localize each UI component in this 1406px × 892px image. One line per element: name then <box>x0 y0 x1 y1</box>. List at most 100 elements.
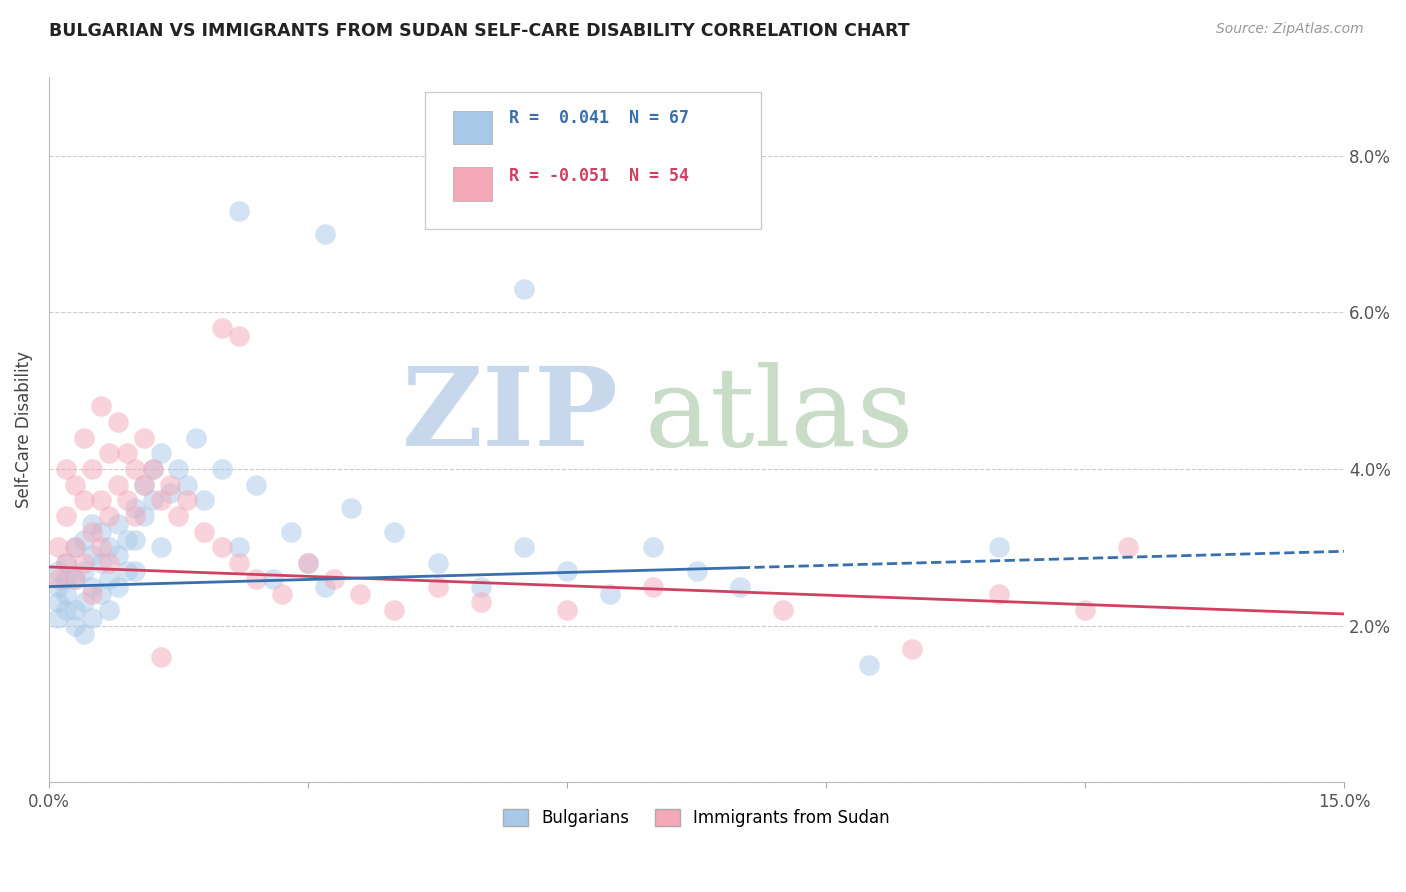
Point <box>115 564 138 578</box>
Point <box>426 580 449 594</box>
FancyBboxPatch shape <box>425 92 761 229</box>
Point <box>82 580 104 594</box>
Point <box>1074 603 1097 617</box>
Point <box>46 572 69 586</box>
Point <box>987 541 1010 555</box>
Point <box>63 603 86 617</box>
Point <box>124 501 146 516</box>
Point <box>228 541 250 555</box>
Point <box>132 477 155 491</box>
Point <box>470 595 492 609</box>
Point <box>142 462 165 476</box>
Point <box>643 541 665 555</box>
Point <box>46 580 69 594</box>
Point <box>772 603 794 617</box>
Point <box>98 556 121 570</box>
Point <box>115 533 138 547</box>
Point <box>211 462 233 476</box>
Point <box>55 556 77 570</box>
Point <box>426 556 449 570</box>
Point <box>132 509 155 524</box>
Point <box>297 556 319 570</box>
Point <box>150 446 173 460</box>
Point <box>55 462 77 476</box>
Point <box>167 462 190 476</box>
Point <box>63 541 86 555</box>
Point <box>685 564 707 578</box>
Point <box>228 203 250 218</box>
Text: R =  0.041  N = 67: R = 0.041 N = 67 <box>509 110 689 128</box>
Point <box>63 541 86 555</box>
Point <box>150 493 173 508</box>
Point <box>513 282 536 296</box>
Point <box>314 580 336 594</box>
Point <box>98 603 121 617</box>
Point <box>132 431 155 445</box>
Point <box>599 587 621 601</box>
Point <box>55 603 77 617</box>
Point <box>90 524 112 539</box>
Point <box>142 493 165 508</box>
Point <box>124 462 146 476</box>
Point <box>72 564 94 578</box>
Point <box>90 556 112 570</box>
Point <box>72 533 94 547</box>
Point <box>555 564 578 578</box>
Point <box>314 227 336 241</box>
Point <box>184 431 207 445</box>
Point <box>107 516 129 531</box>
Point <box>90 587 112 601</box>
Point <box>211 321 233 335</box>
Point <box>90 400 112 414</box>
Bar <box>453 167 492 201</box>
Point <box>98 446 121 460</box>
Point <box>90 493 112 508</box>
Point <box>901 642 924 657</box>
Point <box>513 541 536 555</box>
Point <box>280 524 302 539</box>
Point <box>98 541 121 555</box>
Point <box>107 548 129 562</box>
Point <box>211 541 233 555</box>
Point <box>82 516 104 531</box>
Point <box>82 462 104 476</box>
Point <box>98 509 121 524</box>
Point <box>643 580 665 594</box>
Bar <box>453 111 492 145</box>
Point <box>55 556 77 570</box>
Point <box>63 572 86 586</box>
Point <box>193 524 215 539</box>
Point <box>322 572 344 586</box>
Point <box>728 580 751 594</box>
Point <box>55 509 77 524</box>
Point <box>124 564 146 578</box>
Point <box>382 603 405 617</box>
Point <box>82 587 104 601</box>
Point <box>55 587 77 601</box>
Point <box>228 329 250 343</box>
Legend: Bulgarians, Immigrants from Sudan: Bulgarians, Immigrants from Sudan <box>496 803 897 834</box>
Point <box>245 572 267 586</box>
Point <box>63 572 86 586</box>
Point <box>107 580 129 594</box>
Point <box>555 603 578 617</box>
Point <box>150 541 173 555</box>
Point <box>176 477 198 491</box>
Point <box>107 477 129 491</box>
Point <box>98 572 121 586</box>
Point <box>1116 541 1139 555</box>
Point <box>72 595 94 609</box>
Point <box>46 595 69 609</box>
Point <box>124 533 146 547</box>
Point <box>46 541 69 555</box>
Point <box>142 462 165 476</box>
Point <box>72 431 94 445</box>
Point <box>63 618 86 632</box>
Text: atlas: atlas <box>645 362 914 469</box>
Point <box>72 626 94 640</box>
Point <box>297 556 319 570</box>
Point <box>124 509 146 524</box>
Point <box>46 611 69 625</box>
Point <box>132 477 155 491</box>
Point <box>271 587 294 601</box>
